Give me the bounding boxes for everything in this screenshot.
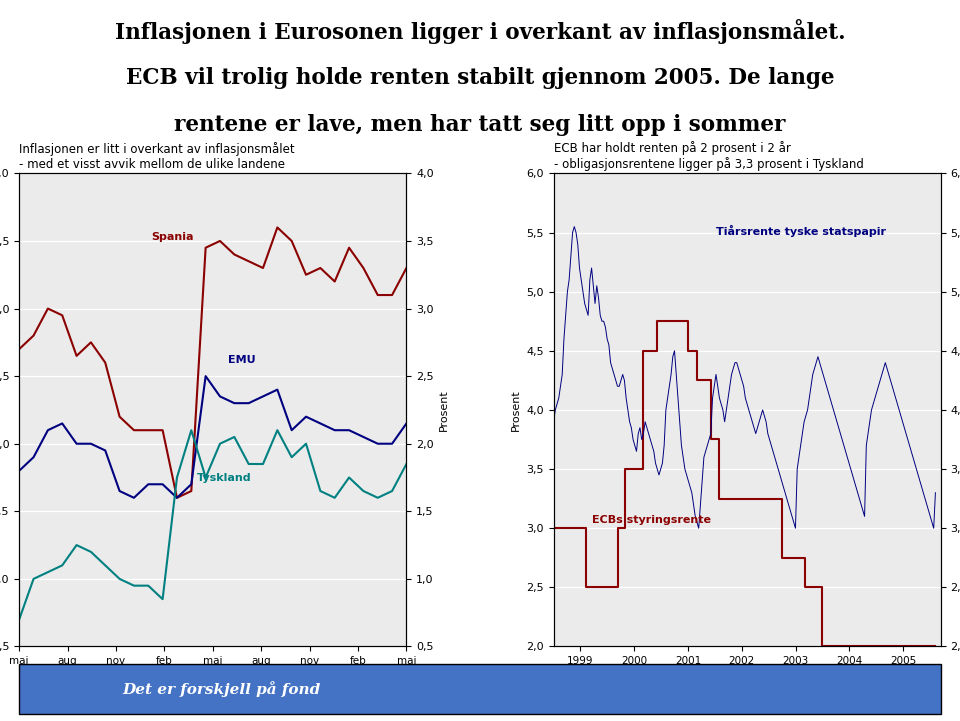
Text: Kilder: EcoWin og SKAGEN Fondene: Kilder: EcoWin og SKAGEN Fondene	[132, 699, 294, 708]
Text: ECB vil trolig holde renten stabilt gjennom 2005. De lange: ECB vil trolig holde renten stabilt gjen…	[126, 66, 834, 89]
Text: rentene er lave, men har tatt seg litt opp i sommer: rentene er lave, men har tatt seg litt o…	[175, 114, 785, 136]
Text: Tyskland: Tyskland	[198, 473, 252, 483]
FancyBboxPatch shape	[19, 664, 941, 714]
Text: Inflasjonen er litt i overkant av inflasjonsmålet
- med et visst avvik mellom de: Inflasjonen er litt i overkant av inflas…	[19, 142, 295, 171]
Text: 2004: 2004	[206, 677, 233, 687]
Text: ECB har holdt renten på 2 prosent i 2 år
- obligasjonsrentene ligger på 3,3 pros: ECB har holdt renten på 2 prosent i 2 år…	[554, 141, 863, 171]
Y-axis label: Prosent: Prosent	[511, 389, 520, 431]
Y-axis label: Prosent: Prosent	[440, 389, 449, 431]
Text: Det er forskjell på fond: Det er forskjell på fond	[123, 681, 321, 697]
Text: Spania: Spania	[151, 231, 193, 242]
Text: EMU: EMU	[228, 355, 256, 365]
Text: Tiårsrente tyske statspapir: Tiårsrente tyske statspapir	[716, 225, 886, 237]
Text: Kilder: EcoWin og SKAGEN Fondene: Kilder: EcoWin og SKAGEN Fondene	[666, 699, 828, 708]
Text: 2005: 2005	[349, 677, 375, 687]
Text: 2003: 2003	[59, 677, 85, 687]
Text: ECBs styringsrente: ECBs styringsrente	[592, 516, 711, 526]
Text: Inflasjonen i Eurosonen ligger i overkant av inflasjonsmålet.: Inflasjonen i Eurosonen ligger i overkan…	[114, 19, 846, 44]
